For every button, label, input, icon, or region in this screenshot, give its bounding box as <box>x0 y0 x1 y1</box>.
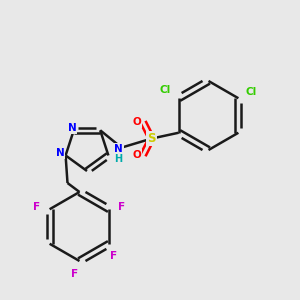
Text: O: O <box>132 117 141 127</box>
Text: N: N <box>114 144 123 154</box>
Text: O: O <box>132 150 141 160</box>
Text: N: N <box>56 148 64 158</box>
Text: F: F <box>34 202 40 212</box>
Text: F: F <box>71 268 79 279</box>
Text: Cl: Cl <box>246 86 257 97</box>
Text: F: F <box>110 251 117 261</box>
Text: Cl: Cl <box>160 85 171 95</box>
Text: F: F <box>118 202 125 212</box>
Text: N: N <box>68 123 76 133</box>
Text: H: H <box>114 154 123 164</box>
Text: S: S <box>147 132 156 145</box>
